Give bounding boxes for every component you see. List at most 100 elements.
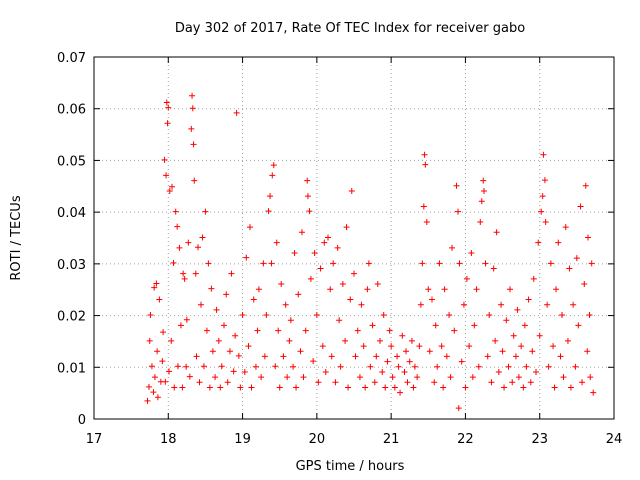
data-point [460,301,467,308]
data-point [462,384,469,391]
data-point [218,363,225,370]
data-point [356,374,363,381]
data-point [584,348,591,355]
data-point [286,337,293,344]
data-point [541,177,548,184]
data-point [193,353,200,360]
data-point [280,353,287,360]
data-point [290,363,297,370]
data-point [205,260,212,267]
data-point [536,332,543,339]
data-point [154,348,161,355]
data-point [419,260,426,267]
data-point [325,234,331,241]
data-point [263,312,270,319]
data-point [199,234,206,241]
data-point [456,260,463,267]
data-point [431,379,438,386]
data-point [265,208,272,215]
data-point [180,270,187,277]
data-point [190,141,197,148]
data-point [499,348,506,355]
data-point [310,358,317,365]
data-points [144,92,597,412]
data-point [518,343,525,350]
data-point [306,208,313,215]
data-point [291,249,298,256]
data-point [501,384,508,391]
data-point [261,353,268,360]
data-point [269,172,276,179]
data-point [397,389,404,396]
data-point [477,218,484,225]
data-point [386,327,393,334]
data-point [176,244,183,251]
data-point [278,281,285,288]
data-point [337,363,344,370]
data-point [153,280,160,287]
data-point [315,379,322,386]
data-point [426,348,433,355]
data-point [156,296,163,303]
data-point [540,151,547,158]
data-point [245,343,252,350]
data-point [453,182,460,189]
data-point [523,363,530,370]
data-point [422,161,429,168]
data-point [560,374,567,381]
data-point [478,198,485,205]
x-tick-label: 22 [457,432,474,447]
data-point [588,260,595,267]
data-point [154,394,161,401]
data-point [440,384,447,391]
data-point [484,353,491,360]
data-point [394,353,401,360]
data-point [557,353,564,360]
y-axis-ticks: 0 0.01 0.02 0.03 0.04 0.05 0.06 0.07 [57,51,614,428]
data-point [268,260,275,267]
data-point [362,384,369,391]
data-point [414,374,421,381]
data-point [248,384,255,391]
data-point [275,327,282,334]
data-point [319,343,326,350]
x-tick-label: 23 [531,432,548,447]
data-point [429,296,435,303]
data-point [170,259,177,266]
data-point [307,275,314,282]
data-point [223,291,230,298]
data-point [297,348,304,355]
data-point [339,281,346,288]
data-point [434,363,441,370]
data-point [150,389,157,396]
data-point [169,183,175,190]
data-point [287,317,294,324]
data-point [425,286,432,293]
data-point [183,363,190,370]
data-point [162,378,169,385]
data-point [189,92,196,99]
data-point [192,270,199,277]
y-tick-label: 0.06 [57,103,86,118]
data-point [161,156,168,163]
data-point [582,182,589,189]
data-point [174,223,181,230]
data-point [449,244,456,251]
data-point [411,363,418,370]
data-point [258,374,265,381]
data-point [239,312,246,319]
data-point [343,224,350,231]
data-point [493,229,500,236]
data-point [374,281,381,288]
data-point [203,327,210,334]
data-point [555,239,562,246]
data-point [208,285,215,292]
data-point [174,363,181,370]
data-point [247,224,253,231]
data-point [391,384,398,391]
data-point [382,384,389,391]
data-point [212,374,219,381]
data-point [221,322,227,329]
data-point [458,358,465,365]
